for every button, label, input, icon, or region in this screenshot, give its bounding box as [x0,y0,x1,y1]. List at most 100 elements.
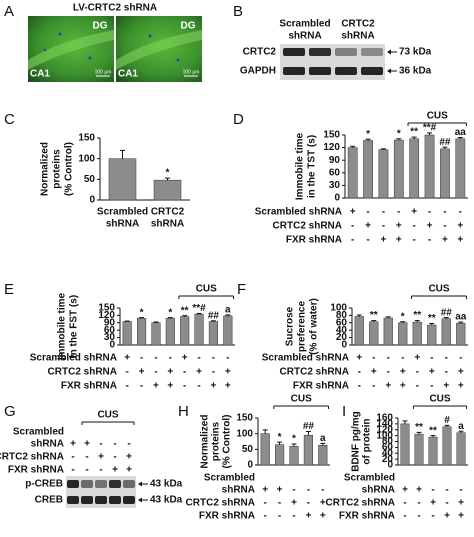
bar [108,158,137,201]
row-label: CREB [35,495,63,506]
condition-sign: - [264,498,267,509]
blot-band [361,67,383,75]
bar [441,318,451,346]
cell-layer [28,30,114,70]
condition-sign: - [113,439,116,450]
cell-layer [116,30,202,70]
column-label: Scrambled [279,19,330,30]
condition-sign: - [445,367,448,378]
condition-sign: - [431,485,434,496]
condition-sign: - [382,221,385,232]
bar [260,433,270,466]
blot-band [95,480,107,488]
bracket-label: CUS [427,111,448,122]
y-axis-label: Normalized [40,142,51,196]
micrograph: DG CA1 100 μm [28,16,114,82]
x-tick-label: shRNA [151,219,184,230]
bar [424,134,435,199]
bar [137,318,147,346]
condition-sign: + [365,221,371,232]
condition-sign: + [167,381,173,392]
scale-label: 100 μm [95,69,112,75]
region-label: DG [181,21,196,32]
condition-sign: - [351,235,354,246]
condition-sign: - [416,381,419,392]
y-axis-label: (% Control) [222,415,233,469]
bracket-label: CUS [97,410,118,421]
column-label: shRNA [341,31,374,42]
condition-sign: - [169,353,172,364]
y-axis-label: in the TST (s) [307,135,318,198]
blot-band [67,480,79,488]
condition-sign: - [126,381,129,392]
condition-sign: - [430,353,433,364]
condition-sign: + [320,498,326,509]
condition-sign: + [153,381,159,392]
panel-label: C [4,111,15,128]
y-tick-label: 50 [84,174,96,185]
condition-label: Scrambled shRNA [30,353,117,364]
condition-sign: + [414,353,420,364]
condition-sign: - [140,381,143,392]
condition-sign: + [385,381,391,392]
size-label: 43 kDa [150,495,183,506]
condition-sign: - [358,381,361,392]
condition-sign: - [445,498,448,509]
bracket-label: CUS [428,284,449,295]
x-tick-label: Scrambled [97,207,148,218]
panel-label: A [4,3,14,20]
condition-sign: - [459,485,462,496]
micrograph: DG CA1 100 μm [116,16,202,82]
condition-sign: + [139,367,145,378]
condition-label: FXR shRNA [8,465,64,476]
condition-sign: - [387,353,390,364]
region-label: CA1 [118,69,138,80]
condition-sign: - [403,511,406,522]
condition-label: FXR shRNA [199,511,255,522]
blot-band [109,496,121,504]
nucleus [43,48,47,52]
panel-label: B [233,3,243,20]
significance-label: ## [441,307,453,318]
condition-sign: - [99,439,102,450]
condition-sign: - [85,465,88,476]
size-arrow [387,68,391,74]
panel-label: D [233,111,244,128]
condition-label: CRTC2 shRNA [0,452,64,463]
condition-sign: - [459,207,462,218]
y-tick-label: 30 [329,180,341,191]
condition-sign: - [307,485,310,496]
y-axis-label: (% Control) [64,142,75,196]
nucleus [58,32,62,36]
y-tick-label: 160 [376,413,393,424]
condition-sign: - [413,235,416,246]
condition-sign: + [277,485,283,496]
condition-sign: + [396,235,402,246]
condition-sign: - [85,452,88,463]
blot-band [109,480,121,488]
condition-sign: - [417,511,420,522]
y-tick-label: 60 [336,317,348,328]
condition-sign: - [278,511,281,522]
significance-label: ** [410,127,418,138]
condition-label: CRTC2 shRNA [326,498,395,509]
bar [428,436,438,466]
condition-sign: - [417,498,420,509]
y-tick-label: 0 [109,340,115,351]
panel-label: I [342,403,346,420]
condition-sign: + [427,221,433,232]
significance-label: a [225,305,231,316]
nucleus [176,58,180,62]
bar [223,315,233,346]
significance-label: ** [429,425,437,436]
condition-sign: + [350,207,356,218]
y-axis-label: (% of water) [309,298,320,355]
condition-sign: - [416,367,419,378]
condition-sign: + [211,381,217,392]
condition-sign: + [444,511,450,522]
bar [378,149,389,199]
significance-label: ** [428,313,436,324]
bar [165,318,175,346]
condition-sign: - [366,207,369,218]
bar [414,433,424,466]
